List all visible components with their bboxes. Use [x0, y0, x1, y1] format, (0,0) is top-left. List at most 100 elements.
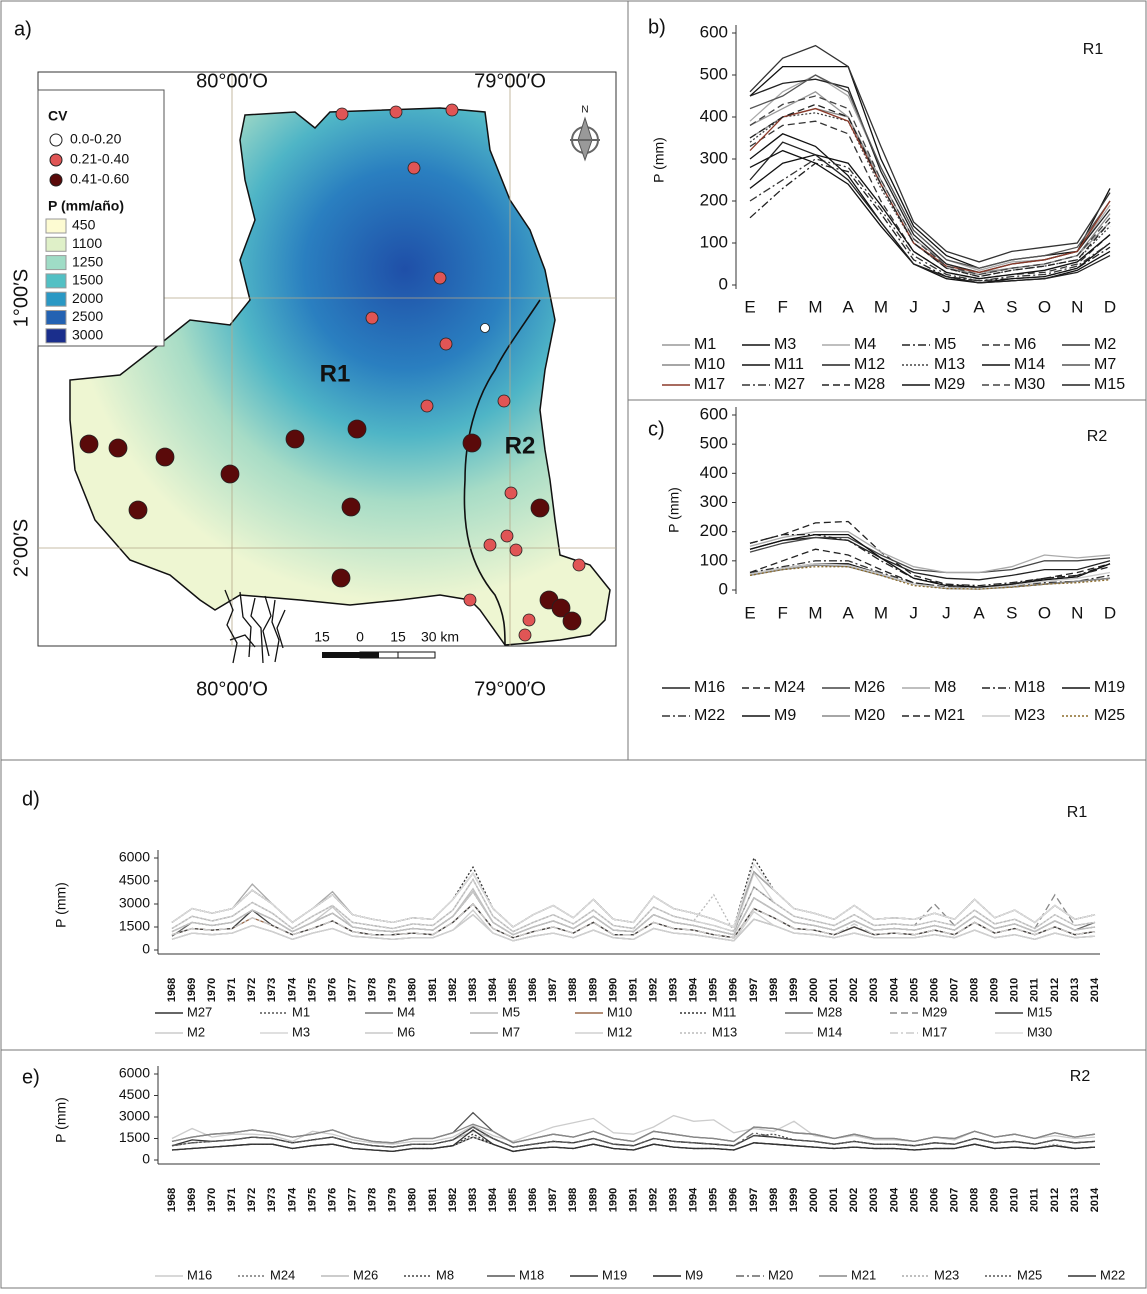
series-line — [749, 74, 1111, 269]
legend-label: M11 — [774, 356, 804, 373]
x-tick-label: D — [1104, 297, 1116, 316]
x-tick-label: F — [778, 603, 788, 622]
series-line — [749, 107, 1111, 274]
station — [497, 394, 511, 408]
x-tick-label: 1976 — [326, 1188, 338, 1212]
x-tick-label: 1994 — [688, 977, 700, 1002]
legend-label: 2500 — [72, 308, 103, 324]
station — [347, 419, 367, 439]
x-tick-label: 1969 — [186, 978, 198, 1002]
station — [463, 593, 477, 607]
region-label: R2 — [505, 432, 536, 459]
x-tick-label: 1980 — [407, 1188, 419, 1212]
panel-label: e) — [22, 1066, 40, 1088]
x-tick-label: 2005 — [908, 978, 920, 1002]
x-tick-label: 1993 — [668, 978, 680, 1002]
legend-label: M29 — [922, 1004, 947, 1019]
station — [365, 311, 379, 325]
scale-label: 15 — [390, 629, 406, 645]
x-tick-label: 2004 — [888, 977, 900, 1002]
y-tick-label: 0 — [142, 941, 150, 957]
legend-label: M10 — [694, 356, 725, 373]
x-tick-label: 2007 — [948, 1188, 960, 1212]
series-line — [171, 1123, 1096, 1144]
y-tick-label: 300 — [700, 148, 728, 167]
legend-label: M4 — [397, 1004, 415, 1019]
series-line — [749, 154, 1111, 280]
x-tick-label: 1995 — [708, 978, 720, 1002]
x-tick-label: 2000 — [808, 1188, 820, 1212]
station — [462, 433, 482, 453]
y-axis-label: P (mm) — [651, 137, 667, 183]
y-tick-label: 3000 — [119, 1108, 150, 1124]
y-tick-label: 300 — [700, 492, 728, 511]
station — [500, 529, 514, 543]
y-tick-label: 0 — [142, 1151, 150, 1167]
legend-label: M22 — [694, 707, 725, 724]
legend-label: M12 — [607, 1024, 632, 1039]
legend-label: M25 — [1094, 707, 1125, 724]
legend-label: M21 — [851, 1267, 876, 1282]
legend-label: M12 — [854, 356, 885, 373]
series-line — [749, 560, 1111, 590]
x-tick-label: 1968 — [166, 978, 178, 1002]
legend-label: 0.21-0.40 — [70, 151, 129, 167]
legend-label: M24 — [774, 679, 805, 696]
scale-label: 0 — [356, 629, 364, 645]
legend-label: M30 — [1027, 1024, 1052, 1039]
x-tick-label: 1987 — [547, 978, 559, 1002]
legend-label: M1 — [292, 1004, 310, 1019]
x-tick-label: E — [744, 297, 755, 316]
x-tick-label: 1986 — [527, 1188, 539, 1212]
x-tick-label: 1975 — [306, 1188, 318, 1212]
station — [407, 161, 421, 175]
legend-label: M26 — [854, 679, 885, 696]
x-tick-label: A — [973, 603, 985, 622]
x-tick-label: J — [942, 297, 951, 316]
legend-swatch — [49, 153, 63, 167]
y-tick-label: 0 — [719, 579, 728, 598]
station — [128, 500, 148, 520]
legend-label: M1 — [694, 336, 716, 353]
legend-label: M27 — [187, 1004, 212, 1019]
legend-label: M20 — [854, 707, 885, 724]
lat-label: 2°00′S — [10, 519, 32, 577]
series-line — [749, 65, 1111, 269]
x-tick-label: 1996 — [728, 978, 740, 1002]
x-tick-label: 1973 — [266, 978, 278, 1002]
station — [551, 598, 571, 618]
x-tick-label: 1993 — [668, 1188, 680, 1212]
x-tick-label: 1990 — [607, 1188, 619, 1212]
legend-label: M18 — [1014, 679, 1045, 696]
x-tick-label: D — [1104, 603, 1116, 622]
station — [331, 568, 351, 588]
x-tick-label: 1989 — [587, 978, 599, 1002]
y-tick-label: 600 — [700, 22, 728, 41]
x-tick-label: 2009 — [989, 1188, 1001, 1212]
station — [79, 434, 99, 454]
x-tick-label: F — [778, 297, 788, 316]
legend-label: M5 — [502, 1004, 520, 1019]
series-line — [749, 566, 1111, 590]
x-tick-label: 2004 — [888, 1187, 900, 1212]
legend-label: M19 — [1094, 679, 1125, 696]
legend-label: 0.0-0.20 — [70, 131, 122, 147]
legend-label: M20 — [768, 1267, 793, 1282]
x-tick-label: 1980 — [407, 978, 419, 1002]
series-line — [749, 548, 1111, 590]
lon-label: 80°00′O — [196, 678, 268, 700]
y-tick-label: 500 — [700, 64, 728, 83]
x-tick-label: 1992 — [647, 978, 659, 1002]
legend-label: M7 — [1094, 356, 1116, 373]
legend-label: M17 — [694, 376, 725, 393]
legend-label: 1500 — [72, 272, 103, 288]
series-line — [749, 531, 1111, 574]
legend-label: M15 — [1094, 376, 1125, 393]
scale-bar: 15 0 15 30 km — [314, 629, 459, 659]
y-tick-label: 4500 — [119, 872, 150, 888]
x-tick-label: 2011 — [1029, 1188, 1041, 1212]
legend-swatch — [45, 291, 67, 307]
x-tick-label: 2012 — [1049, 1188, 1061, 1212]
